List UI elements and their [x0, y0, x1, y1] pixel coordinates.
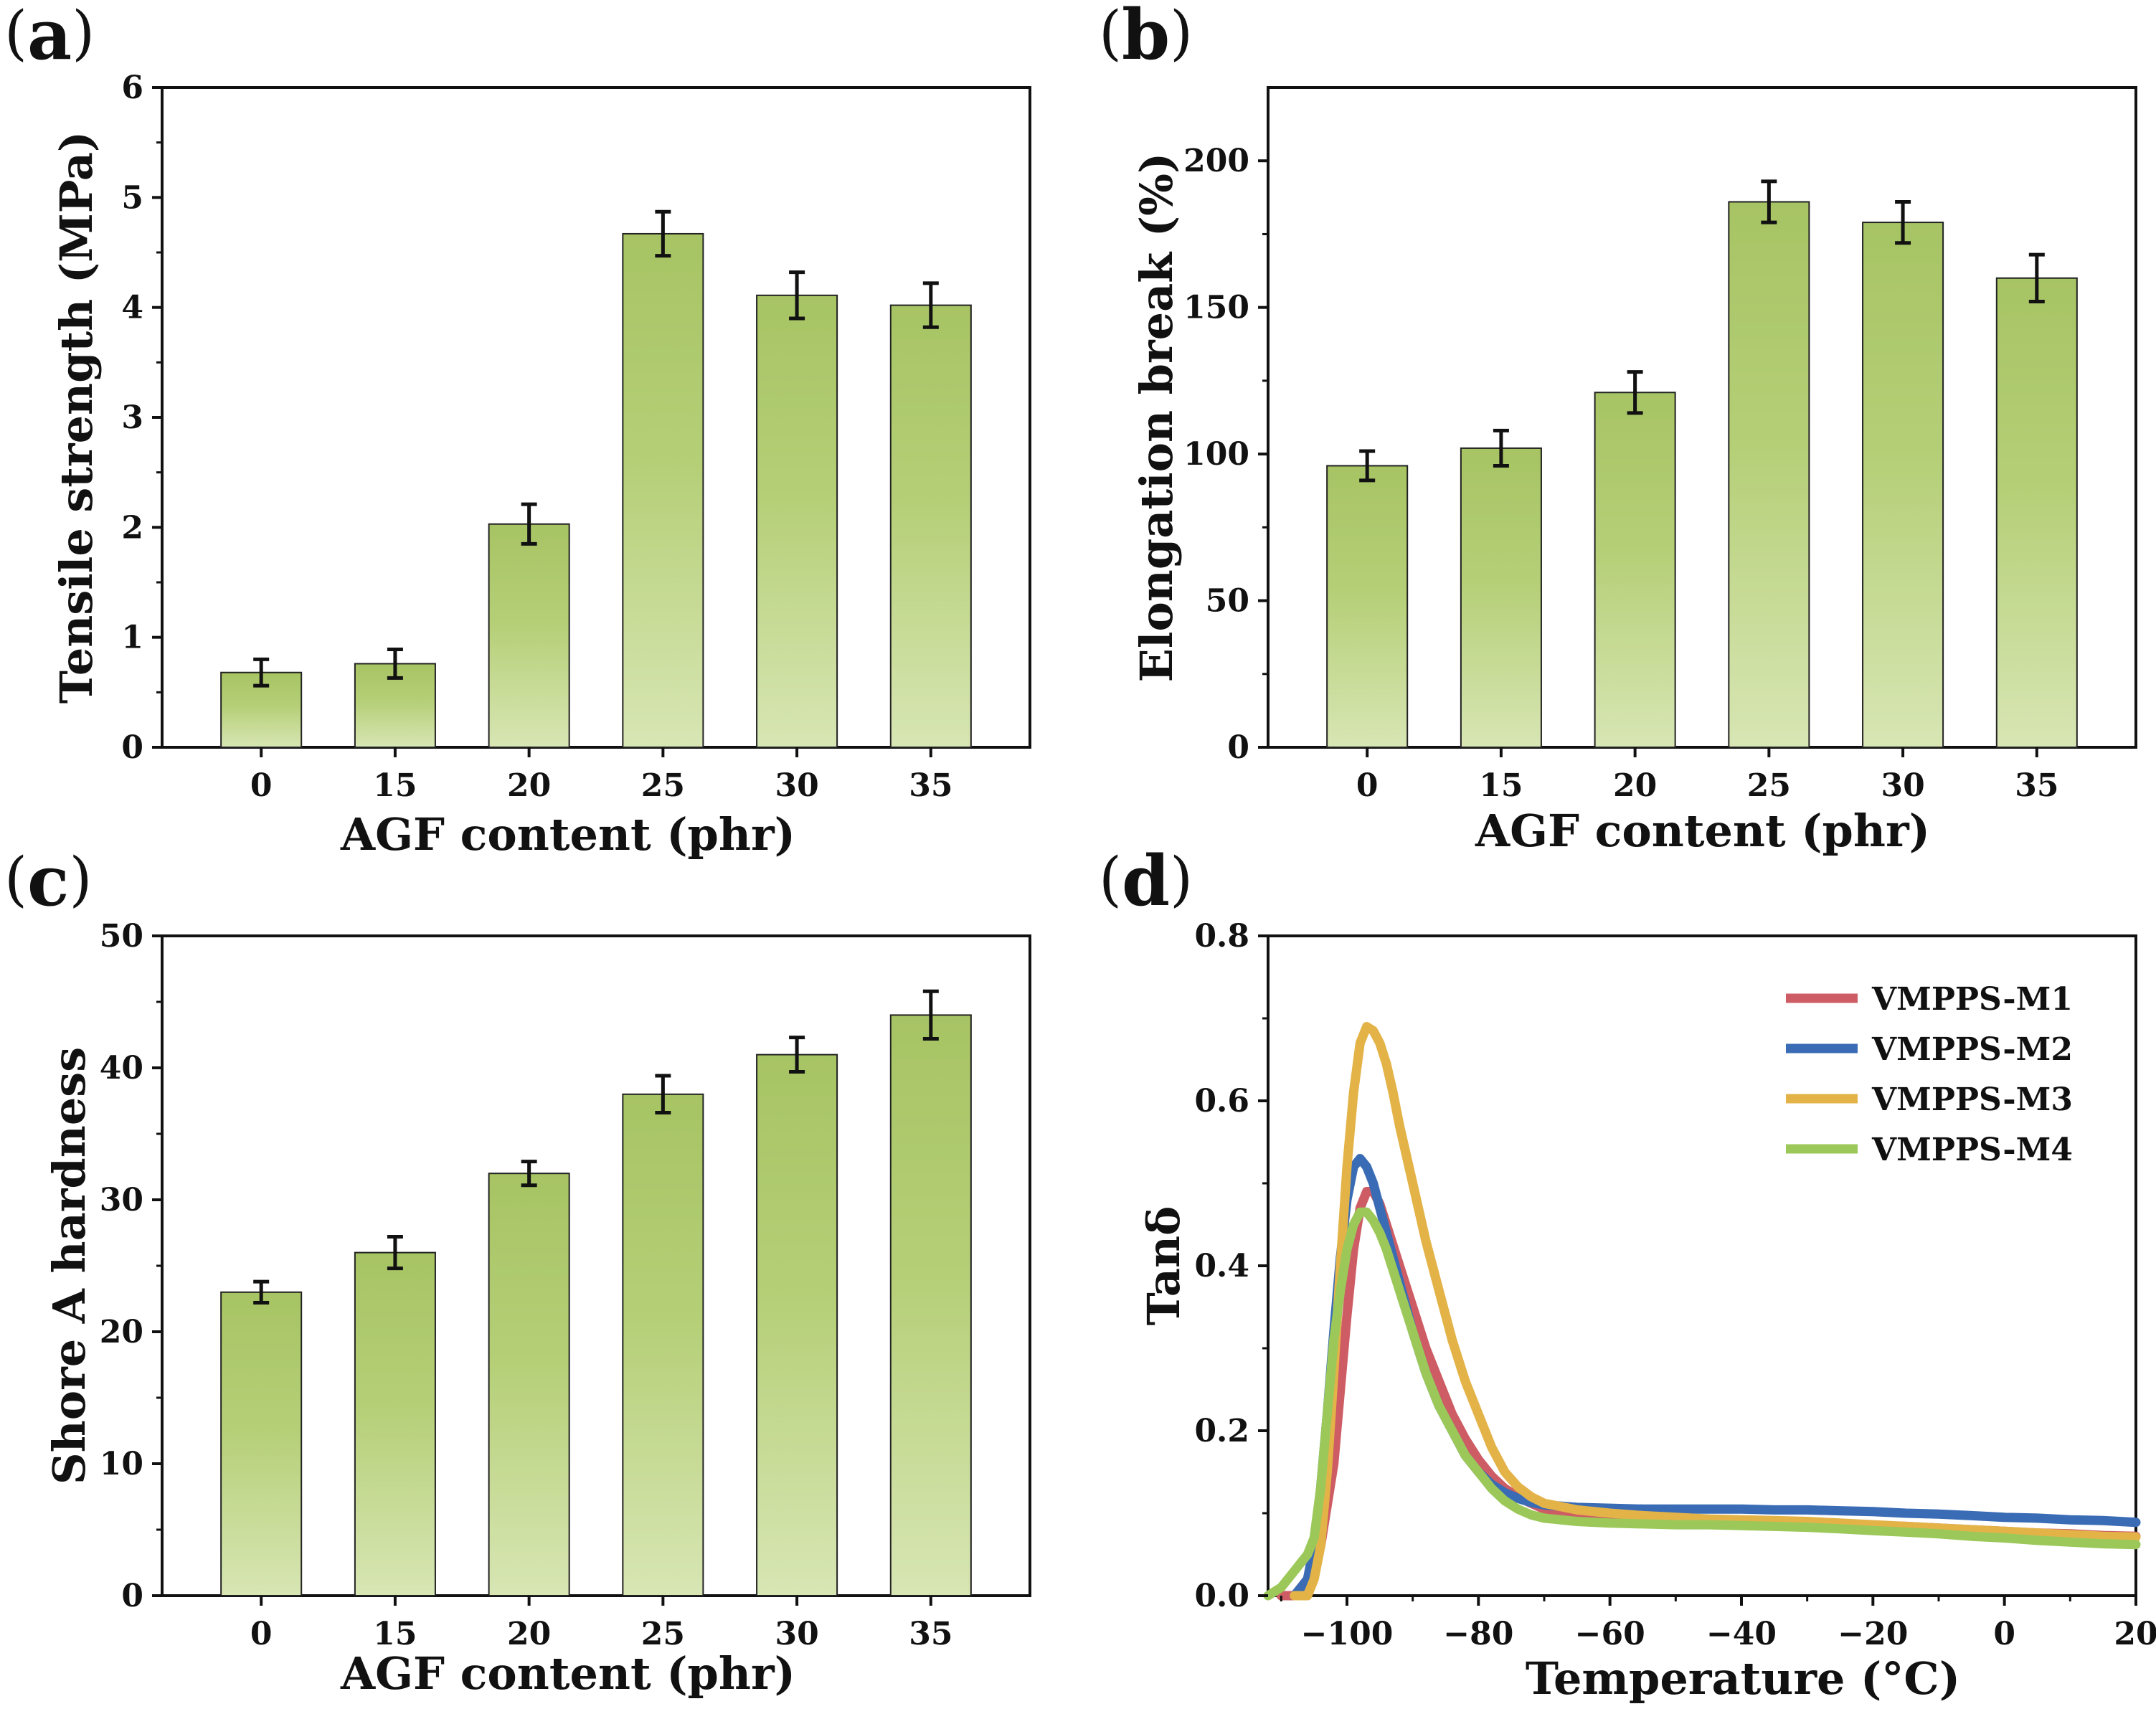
panel-d-y-tick-label: 0.2	[1194, 1413, 1249, 1449]
panel-b-plot-frame	[1267, 86, 2137, 749]
panel-c-x-tick-label: 0	[250, 1616, 273, 1652]
panel-d-x-tick-label: −80	[1443, 1616, 1513, 1652]
panel-c-y-axis-label: Shore A hardness	[43, 1047, 95, 1485]
panel-a-x-tick-label: 20	[507, 767, 551, 804]
panel-b-x-tick-label: 35	[2015, 767, 2058, 804]
panel-b-label: (b)	[1099, 0, 1193, 75]
panel-d-x-tick-label: 0	[1993, 1616, 2015, 1652]
panel-d-y-tick-label: 0.8	[1194, 918, 1249, 955]
panel-d-y-tick-label: 0.6	[1194, 1083, 1249, 1119]
panel-c-ticks: 0 15 20 25 30 35 0 10 20 30 40 50	[100, 918, 953, 1652]
panel-a-y-axis-label: Tensile strength (MPa)	[50, 131, 103, 704]
legend-label: VMPPS-M4	[1871, 1132, 2073, 1168]
panel-b-bar-15	[1460, 447, 1542, 749]
panel-b: (b) 0 15 20 25 30 35 0 50 100 150 200 AGF content …	[1099, 0, 2137, 857]
panel-a-x-tick-label: 25	[641, 767, 685, 804]
panel-a-x-tick-label: 35	[909, 767, 952, 804]
panel-a-x-axis-label: AGF content (phr)	[340, 808, 795, 861]
panel-c-y-tick-label: 40	[100, 1050, 143, 1086]
panel-b-y-tick-label: 0	[1227, 729, 1249, 766]
panel-a-y-tick-label: 4	[121, 290, 143, 326]
panel-b-ticks: 0 15 20 25 30 35 0 50 100 150 200	[1183, 143, 2058, 804]
panel-a-label: (a)	[4, 0, 95, 75]
panel-d-x-axis-label: Temperature (°C)	[1526, 1652, 1960, 1705]
panel-c: (c) 0 15 20 25 30 35 0 10 20 30 40 50 AGF content (…	[4, 841, 1031, 1700]
series-line-VMPPS-M4	[1263, 1207, 2141, 1601]
panel-d-legend: VMPPS-M1 VMPPS-M2 VMPPS-M3 VMPPS-M4	[1786, 981, 2073, 1168]
panel-d-x-tick-label: −20	[1838, 1616, 1908, 1652]
panel-d-y-axis-label: Tanδ	[1138, 1206, 1190, 1326]
panel-d-ticks: −100 −80 −60 −40 −20 0 20 0.0 0.2 0.4 0.6 0.8	[1194, 918, 2156, 1652]
panel-c-label: (c)	[4, 841, 92, 922]
panel-a-ticks: 0 15 20 25 30 35 0 1 2 3 4 5 6	[121, 70, 952, 804]
panel-c-x-tick-label: 20	[507, 1616, 551, 1652]
panel-a-y-tick-label: 6	[121, 70, 143, 106]
panel-b-bar-0	[1326, 465, 1409, 748]
panel-c-y-tick-label: 0	[121, 1578, 143, 1614]
panel-a-y-tick-label: 3	[121, 399, 143, 436]
panel-b-y-tick-label: 200	[1183, 143, 1249, 179]
panel-d: (d) −100 −80 −60 −40 −20 0 20 0.0 0.2 0.4 0.6 0.8 V…	[1099, 841, 2156, 1705]
panel-b-x-tick-label: 15	[1479, 767, 1523, 804]
legend-label: VMPPS-M2	[1871, 1031, 2073, 1068]
panel-c-bar-30	[756, 1054, 838, 1596]
panel-c-x-tick-label: 30	[775, 1616, 818, 1652]
panel-b-bar-25	[1728, 201, 1810, 748]
panel-a-y-tick-label: 0	[121, 729, 143, 766]
panel-a-x-tick-label: 30	[775, 767, 818, 804]
legend-label: VMPPS-M3	[1871, 1081, 2073, 1118]
panel-c-y-tick-label: 50	[100, 918, 143, 955]
legend-label: VMPPS-M1	[1871, 981, 2073, 1018]
panel-b-x-tick-label: 30	[1881, 767, 1924, 804]
panel-b-y-tick-label: 150	[1183, 290, 1249, 326]
series-line-VMPPS-M3	[1290, 1022, 2141, 1601]
panel-c-bar-20	[488, 1173, 570, 1596]
panel-b-x-tick-label: 0	[1356, 767, 1379, 804]
panel-b-x-axis-label: AGF content (phr)	[1475, 805, 1930, 857]
panel-a: (a) 0 15 20 25 30 35 0 1 2 3 4 5 6 AGF content (phr)…	[4, 0, 1031, 861]
panel-d-lines	[1263, 1022, 2141, 1601]
panel-a-bar-25	[622, 232, 704, 748]
panel-d-y-tick-label: 0.0	[1194, 1578, 1249, 1614]
panel-a-x-tick-label: 15	[373, 767, 417, 804]
panel-b-bar-20	[1594, 392, 1676, 748]
panel-b-y-tick-label: 100	[1183, 436, 1249, 473]
panel-c-y-tick-label: 10	[100, 1446, 143, 1482]
panel-a-y-tick-label: 1	[121, 620, 143, 656]
panel-a-y-tick-label: 2	[121, 509, 143, 546]
panel-b-y-tick-label: 50	[1206, 583, 1249, 620]
panel-b-bar-35	[1995, 277, 2078, 748]
panel-d-x-tick-label: −60	[1575, 1616, 1645, 1652]
panel-c-bar-15	[354, 1251, 436, 1596]
panel-d-x-tick-label: −100	[1301, 1616, 1394, 1652]
panel-c-bars	[220, 989, 972, 1597]
panel-d-y-tick-label: 0.4	[1194, 1248, 1249, 1284]
panel-c-x-tick-label: 15	[373, 1616, 417, 1652]
panel-a-bar-35	[889, 304, 972, 749]
panel-b-y-axis-label: Elongation break (%)	[1130, 153, 1183, 683]
panel-d-label: (d)	[1099, 841, 1193, 922]
panel-d-x-tick-label: −40	[1706, 1616, 1777, 1652]
panel-b-bar-30	[1862, 222, 1944, 749]
panel-c-x-tick-label: 35	[909, 1616, 952, 1652]
panel-c-y-tick-label: 20	[100, 1314, 143, 1350]
panel-c-x-axis-label: AGF content (phr)	[340, 1647, 795, 1700]
panel-a-y-tick-label: 5	[121, 179, 143, 216]
panel-c-y-tick-label: 30	[100, 1182, 143, 1218]
panel-b-bars	[1326, 179, 2078, 749]
panel-c-bar-0	[220, 1291, 303, 1597]
panel-d-x-tick-label: 20	[2114, 1616, 2156, 1652]
panel-b-x-tick-label: 20	[1613, 767, 1657, 804]
panel-c-bar-25	[622, 1093, 704, 1597]
panel-b-x-tick-label: 25	[1747, 767, 1791, 804]
panel-a-bars	[220, 209, 972, 749]
panel-a-bar-20	[488, 523, 570, 748]
panel-a-x-tick-label: 0	[250, 767, 273, 804]
panel-c-x-tick-label: 25	[641, 1616, 685, 1652]
panel-a-bar-30	[756, 294, 838, 748]
panel-c-bar-35	[889, 1014, 972, 1596]
